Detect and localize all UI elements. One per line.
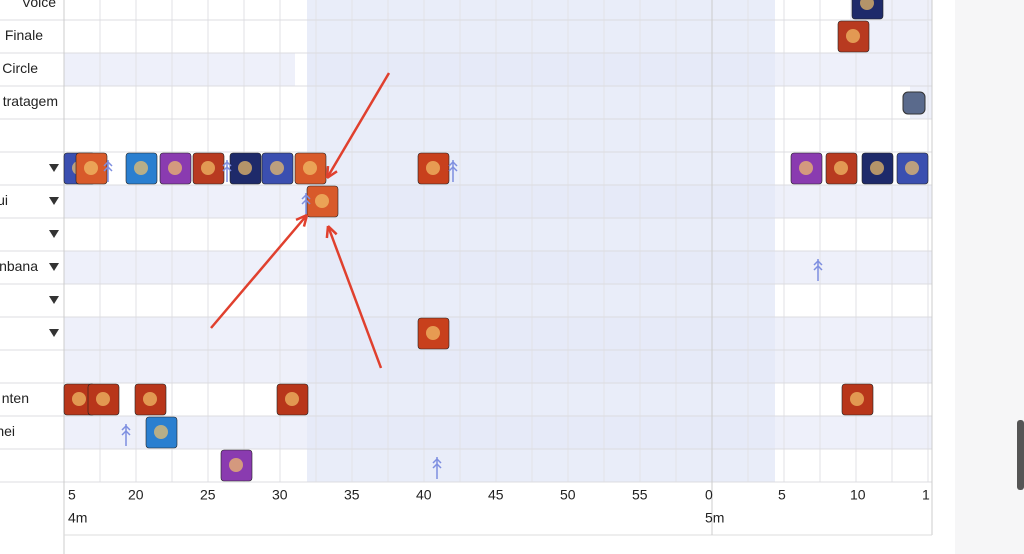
marker-chevron	[103, 160, 113, 172]
skill-icon-glyph	[315, 194, 329, 208]
skill-icon-glyph	[168, 161, 182, 175]
row-label: ui	[0, 192, 8, 208]
skill-icon-glyph	[96, 392, 110, 406]
row-label: Voice	[22, 0, 56, 10]
skill-icon-glyph	[201, 161, 215, 175]
axis-tick-label: 1	[922, 487, 930, 503]
dropdown-toggle[interactable]	[49, 197, 59, 205]
highlight-range	[307, 0, 775, 482]
skill-icon-glyph	[154, 425, 168, 439]
axis-tick-label: 0	[705, 487, 713, 503]
skill-icon-glyph	[834, 161, 848, 175]
annotation-arrowhead	[325, 225, 338, 239]
marker-chevron	[432, 457, 442, 469]
dropdown-toggle[interactable]	[49, 329, 59, 337]
skill-icon-glyph	[870, 161, 884, 175]
axis-tick-label: 5	[68, 487, 76, 503]
row-label: tratagem	[3, 93, 58, 109]
marker-chevron	[301, 193, 311, 205]
skill-icon-glyph	[850, 392, 864, 406]
row-label: Circle	[2, 60, 38, 76]
axis-tick-label: 50	[560, 487, 576, 503]
status-icon[interactable]	[902, 91, 926, 115]
row-band	[295, 53, 307, 86]
skill-icon-glyph	[229, 458, 243, 472]
marker-chevron	[121, 424, 131, 436]
annotation-arrow	[326, 225, 383, 369]
marker-chevron	[222, 160, 232, 172]
skill-icon-glyph	[72, 392, 86, 406]
row-label: nbana	[0, 258, 38, 274]
axis-tick-label: 55	[632, 487, 648, 503]
dropdown-toggle[interactable]	[49, 263, 59, 271]
axis-tick-label: 25	[200, 487, 216, 503]
skill-icon-glyph	[799, 161, 813, 175]
dropdown-toggle[interactable]	[49, 164, 59, 172]
skill-icon-glyph	[143, 392, 157, 406]
axis-minute-label: 5m	[705, 510, 724, 526]
skill-icon-glyph	[285, 392, 299, 406]
skill-icon-glyph	[860, 0, 874, 10]
axis-tick-label: 40	[416, 487, 432, 503]
skill-icon-glyph	[426, 326, 440, 340]
axis-minute-label: 4m	[68, 510, 87, 526]
marker-chevron	[448, 160, 458, 172]
axis-tick-label: 45	[488, 487, 504, 503]
marker-chevron	[813, 259, 823, 271]
skill-icon-glyph	[905, 161, 919, 175]
skill-icon-glyph	[134, 161, 148, 175]
skill-icon-glyph	[238, 161, 252, 175]
annotation-arrowhead	[325, 165, 338, 180]
axis-tick-label: 20	[128, 487, 144, 503]
row-label: Finale	[5, 27, 43, 43]
skill-icon-glyph	[303, 161, 317, 175]
scrollbar[interactable]	[1017, 420, 1024, 490]
axis-tick-label: 30	[272, 487, 288, 503]
row-label: nei	[0, 423, 15, 439]
dropdown-toggle[interactable]	[49, 230, 59, 238]
annotation-arrow	[325, 72, 391, 179]
dropdown-toggle[interactable]	[49, 296, 59, 304]
skill-icon-glyph	[84, 161, 98, 175]
axis-tick-label: 5	[778, 487, 786, 503]
axis-tick-label: 10	[850, 487, 866, 503]
annotation-arrow	[210, 214, 308, 329]
skill-icon-glyph	[270, 161, 284, 175]
skill-icon-glyph	[846, 29, 860, 43]
annotation-arrowhead	[295, 213, 309, 227]
axis-tick-label: 35	[344, 487, 360, 503]
row-label: nten	[2, 390, 29, 406]
side-panel	[955, 0, 1024, 554]
skill-icon-glyph	[426, 161, 440, 175]
